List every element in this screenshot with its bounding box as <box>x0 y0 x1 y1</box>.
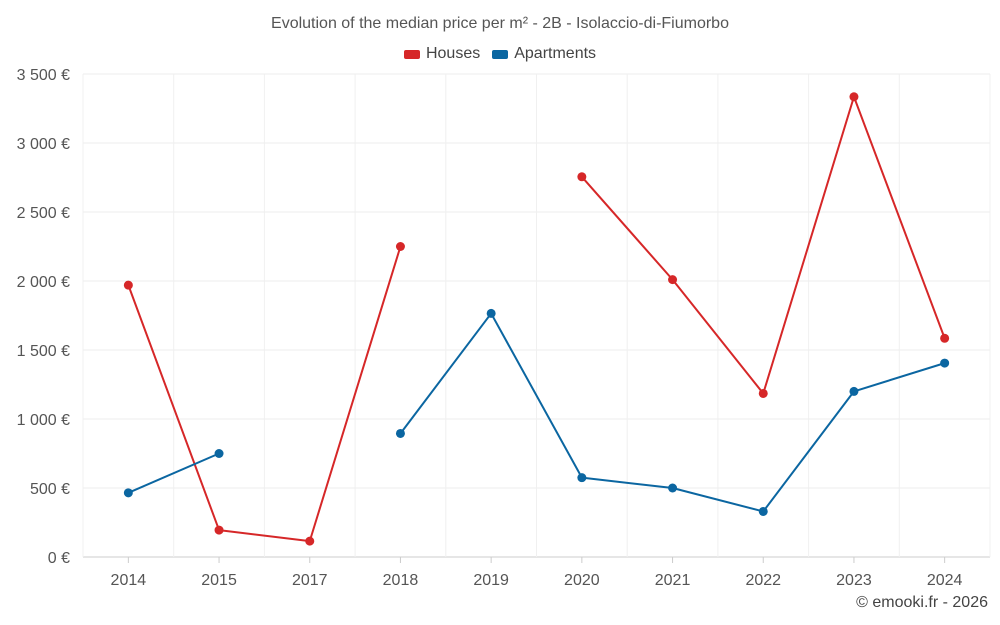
data-point-apartments[interactable] <box>758 506 768 516</box>
legend-label-houses: Houses <box>425 45 481 62</box>
y-tick-label: 1 500 € <box>17 343 70 360</box>
y-tick-label: 500 € <box>30 481 70 498</box>
data-point-houses[interactable] <box>305 536 315 546</box>
x-tick-label: 2020 <box>564 572 600 589</box>
data-point-apartments[interactable] <box>123 488 133 498</box>
series-line-apartments <box>127 452 220 494</box>
y-tick-label: 0 € <box>48 550 70 567</box>
x-tick-label: 2014 <box>111 572 147 589</box>
data-point-apartments[interactable] <box>577 473 587 483</box>
data-point-apartments[interactable] <box>849 386 859 396</box>
data-point-houses[interactable] <box>940 333 950 343</box>
x-tick-label: 2018 <box>383 572 419 589</box>
data-point-apartments[interactable] <box>214 449 224 458</box>
chart-legend: Houses Apartments <box>0 45 1000 63</box>
x-tick-label: 2021 <box>655 572 691 589</box>
legend-swatch-houses <box>403 49 420 59</box>
series-line-houses <box>127 246 402 543</box>
x-tick-label: 2019 <box>473 572 509 589</box>
x-tick-label: 2015 <box>201 572 237 589</box>
chart-title: Evolution of the median price per m² - 2… <box>271 15 729 32</box>
y-tick-label: 3 000 € <box>17 136 70 153</box>
data-point-apartments[interactable] <box>940 358 950 368</box>
y-tick-label: 2 000 € <box>17 274 70 291</box>
legend-swatch-apartments <box>492 49 509 59</box>
data-point-houses[interactable] <box>123 280 133 290</box>
y-tick-label: 3 500 € <box>17 67 70 84</box>
legend-label-apartments: Apartments <box>514 45 597 62</box>
data-point-houses[interactable] <box>395 242 405 251</box>
y-tick-label: 1 000 € <box>17 412 70 429</box>
data-point-apartments[interactable] <box>486 308 496 318</box>
x-tick-label: 2023 <box>836 572 872 589</box>
data-point-apartments[interactable] <box>668 483 678 493</box>
x-tick-label: 2017 <box>292 572 328 589</box>
series-line-apartments <box>399 312 945 513</box>
data-point-houses[interactable] <box>668 275 678 285</box>
legend-item-houses[interactable]: Houses <box>403 45 481 63</box>
series-line-houses <box>581 95 946 395</box>
x-tick-label: 2022 <box>745 572 781 589</box>
y-tick-label: 2 500 € <box>17 205 70 222</box>
data-point-houses[interactable] <box>214 525 224 535</box>
legend-item-apartments[interactable]: Apartments <box>492 45 596 63</box>
credit-text: © emooki.fr - 2026 <box>856 594 988 611</box>
data-point-houses[interactable] <box>577 172 587 182</box>
data-point-houses[interactable] <box>849 92 859 102</box>
x-tick-label: 2024 <box>927 572 963 589</box>
data-point-houses[interactable] <box>758 388 768 398</box>
data-point-apartments[interactable] <box>395 428 405 438</box>
